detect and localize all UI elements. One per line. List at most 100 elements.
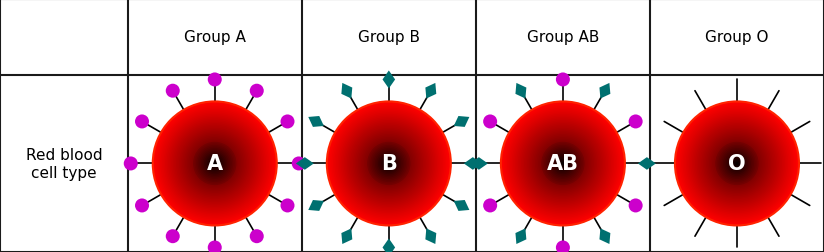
Ellipse shape [375, 150, 403, 178]
Circle shape [135, 199, 149, 213]
Ellipse shape [518, 119, 608, 209]
Ellipse shape [684, 111, 789, 216]
Ellipse shape [559, 161, 566, 167]
Ellipse shape [535, 136, 591, 192]
Ellipse shape [733, 159, 742, 168]
Ellipse shape [532, 133, 594, 195]
Ellipse shape [156, 105, 274, 223]
Ellipse shape [335, 110, 443, 218]
Ellipse shape [501, 102, 625, 226]
Ellipse shape [545, 145, 582, 182]
Text: Group A: Group A [184, 30, 246, 45]
Ellipse shape [339, 114, 438, 213]
Ellipse shape [175, 124, 255, 204]
Circle shape [135, 115, 149, 129]
Ellipse shape [358, 133, 419, 195]
Ellipse shape [342, 117, 435, 210]
Ellipse shape [361, 136, 417, 192]
Polygon shape [425, 84, 436, 99]
Ellipse shape [164, 113, 266, 215]
Polygon shape [341, 229, 353, 244]
Polygon shape [454, 116, 470, 128]
Ellipse shape [386, 161, 392, 167]
Polygon shape [425, 229, 436, 244]
Ellipse shape [536, 138, 589, 190]
Ellipse shape [203, 151, 227, 176]
Ellipse shape [715, 142, 759, 185]
Ellipse shape [689, 116, 785, 212]
Ellipse shape [165, 114, 265, 213]
Ellipse shape [729, 156, 745, 172]
Ellipse shape [521, 122, 605, 205]
Ellipse shape [199, 148, 230, 179]
Ellipse shape [177, 127, 252, 201]
Ellipse shape [503, 104, 623, 224]
Ellipse shape [166, 116, 263, 212]
Circle shape [280, 199, 294, 213]
Ellipse shape [696, 124, 777, 204]
Ellipse shape [366, 141, 412, 187]
Ellipse shape [550, 151, 575, 176]
Ellipse shape [168, 117, 261, 210]
Ellipse shape [708, 135, 766, 193]
Ellipse shape [728, 154, 747, 173]
Ellipse shape [327, 102, 451, 226]
Ellipse shape [377, 151, 401, 176]
Polygon shape [341, 84, 353, 99]
Text: B: B [381, 154, 397, 174]
Ellipse shape [552, 153, 574, 175]
Polygon shape [296, 158, 314, 170]
Ellipse shape [176, 125, 254, 202]
Ellipse shape [712, 139, 761, 188]
Ellipse shape [526, 127, 600, 201]
Polygon shape [464, 158, 482, 170]
Ellipse shape [333, 108, 445, 219]
Polygon shape [638, 158, 656, 170]
Circle shape [250, 84, 264, 98]
Polygon shape [470, 158, 488, 170]
Polygon shape [454, 200, 470, 211]
Ellipse shape [345, 120, 433, 207]
Ellipse shape [159, 108, 270, 219]
Ellipse shape [152, 102, 277, 226]
Circle shape [292, 157, 306, 171]
Text: A: A [207, 154, 222, 174]
Ellipse shape [207, 156, 222, 172]
Ellipse shape [549, 150, 577, 178]
Ellipse shape [382, 158, 395, 170]
Ellipse shape [341, 116, 437, 212]
Circle shape [629, 199, 643, 213]
Ellipse shape [695, 122, 779, 205]
Ellipse shape [350, 125, 428, 202]
Ellipse shape [529, 130, 597, 198]
Ellipse shape [709, 136, 765, 192]
Ellipse shape [180, 130, 249, 198]
Ellipse shape [735, 162, 738, 165]
Ellipse shape [722, 148, 752, 179]
Ellipse shape [687, 114, 787, 213]
Text: Group AB: Group AB [527, 30, 599, 45]
Ellipse shape [204, 153, 226, 175]
Ellipse shape [694, 120, 780, 207]
Circle shape [483, 115, 497, 129]
Ellipse shape [368, 144, 409, 184]
Ellipse shape [370, 145, 407, 182]
Ellipse shape [185, 135, 244, 193]
Ellipse shape [205, 154, 224, 173]
Ellipse shape [515, 116, 611, 212]
Ellipse shape [517, 117, 610, 210]
Ellipse shape [381, 156, 396, 172]
Ellipse shape [723, 150, 751, 178]
Ellipse shape [512, 113, 614, 215]
Polygon shape [516, 84, 527, 99]
Ellipse shape [378, 153, 400, 175]
Polygon shape [308, 200, 324, 211]
Ellipse shape [201, 150, 229, 178]
Polygon shape [382, 71, 396, 89]
Circle shape [166, 229, 180, 243]
Ellipse shape [507, 108, 619, 219]
Ellipse shape [683, 110, 791, 218]
Ellipse shape [384, 159, 394, 168]
Ellipse shape [190, 139, 240, 188]
Ellipse shape [504, 105, 622, 223]
